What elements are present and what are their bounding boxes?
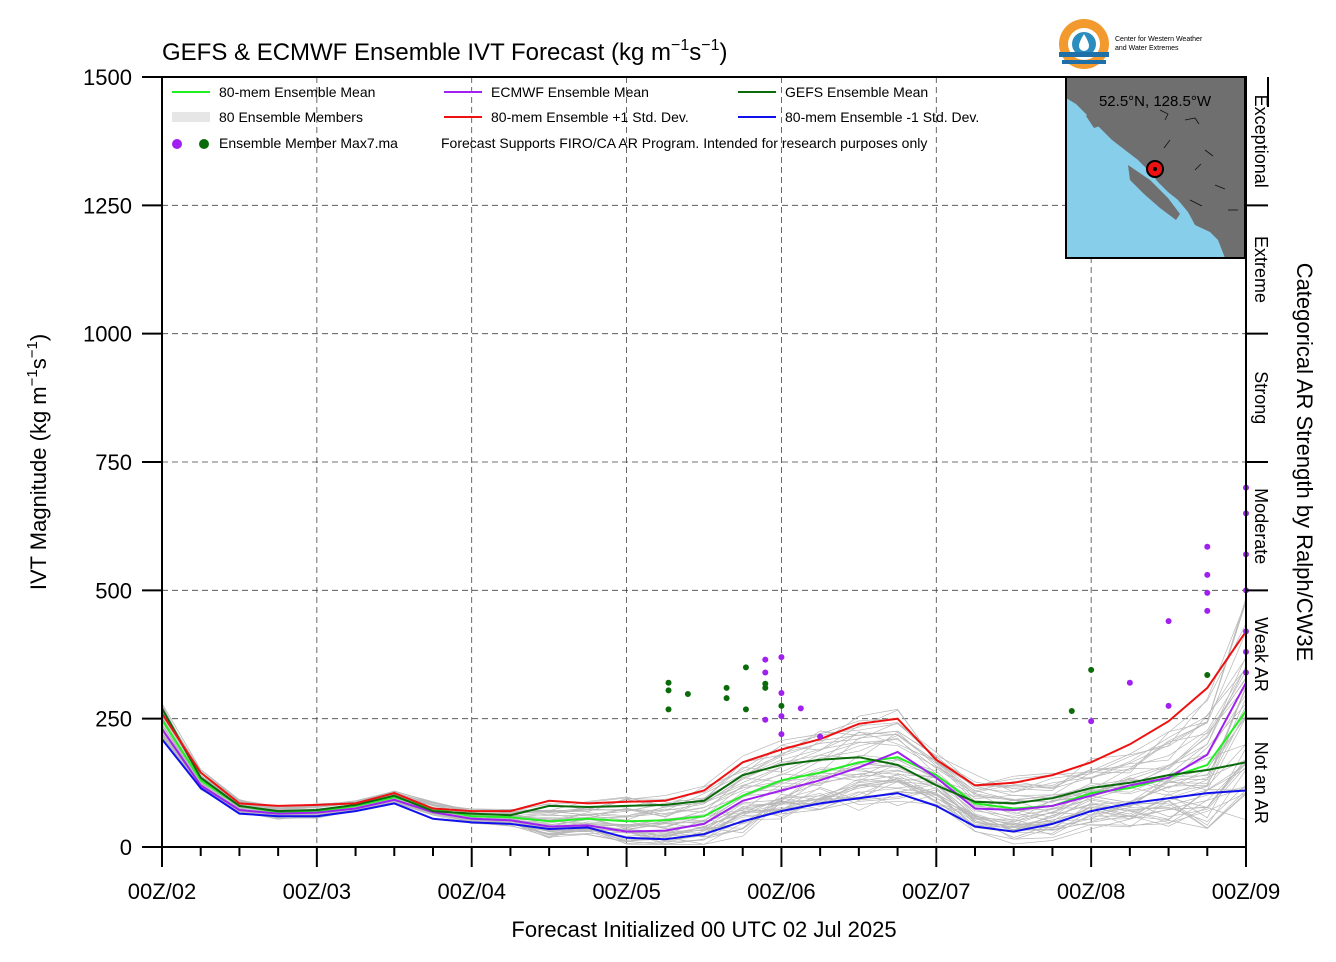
max-point bbox=[778, 654, 785, 661]
legend-label-plus-std: 80-mem Ensemble +1 Std. Dev. bbox=[491, 109, 689, 125]
max-point bbox=[778, 690, 785, 696]
max-point bbox=[762, 684, 769, 691]
max-point bbox=[684, 691, 691, 698]
legend-label-80mem-mean: 80-mem Ensemble Mean bbox=[219, 84, 375, 100]
max-points bbox=[665, 484, 1249, 740]
max-point bbox=[762, 656, 769, 663]
max-point bbox=[665, 679, 672, 686]
max-point bbox=[723, 684, 730, 691]
max-point bbox=[1204, 571, 1211, 578]
max-point bbox=[723, 695, 730, 702]
legend-label-minus-std: 80-mem Ensemble -1 Std. Dev. bbox=[785, 109, 979, 125]
max-point bbox=[1165, 702, 1172, 709]
y-axis: 0 250 500 750 1000 1250 1500 bbox=[83, 65, 162, 860]
legend-label-max-dots: Ensemble Member Max7.ma bbox=[219, 135, 398, 151]
ensemble-member-line bbox=[161, 632, 1247, 817]
max-point bbox=[797, 705, 804, 712]
x-tick-label: 00Z/04 bbox=[437, 879, 506, 904]
forecast-note: Forecast Supports FIRO/CA AR Program. In… bbox=[441, 135, 927, 151]
max-point bbox=[1068, 707, 1075, 714]
x-tick-label: 00Z/08 bbox=[1057, 879, 1126, 904]
y-tick-label: 1250 bbox=[83, 193, 132, 218]
ensemble-member-line bbox=[161, 602, 1247, 813]
category-label: Exceptional bbox=[1251, 95, 1271, 188]
series-line-80-mem-ensemble-1-std-dev- bbox=[161, 630, 1247, 813]
max-point bbox=[817, 733, 824, 740]
max-point bbox=[665, 706, 672, 713]
max-point bbox=[1204, 543, 1211, 550]
max-point bbox=[1088, 666, 1095, 673]
ensemble-member-line bbox=[161, 657, 1247, 813]
category-label: Extreme bbox=[1251, 236, 1271, 303]
series-line-ecmwf-ensemble-mean bbox=[161, 682, 1247, 833]
category-label: Strong bbox=[1251, 371, 1271, 424]
max-point bbox=[778, 731, 785, 738]
x-axis-label: Forecast Initialized 00 UTC 02 Jul 2025 bbox=[511, 917, 896, 942]
ensemble-member-line bbox=[161, 733, 1247, 842]
logo-text-line1: Center for Western Weather bbox=[1115, 36, 1203, 43]
max-point bbox=[1204, 589, 1211, 596]
right-axis-label: Categorical AR Strength by Ralph/CW3E bbox=[1292, 263, 1317, 662]
max-point bbox=[778, 702, 785, 709]
y-tick-label: 500 bbox=[95, 578, 132, 603]
y-tick-label: 1000 bbox=[83, 322, 132, 347]
category-label: Weak AR bbox=[1251, 617, 1271, 692]
inset-map: 52.5°N, 128.5°W bbox=[1065, 76, 1246, 259]
ensemble-member-line bbox=[161, 601, 1247, 811]
inset-location-label: 52.5°N, 128.5°W bbox=[1099, 93, 1212, 110]
ensemble-member-line bbox=[161, 623, 1247, 814]
max-point bbox=[1088, 718, 1095, 725]
y-tick-label: 250 bbox=[95, 707, 132, 732]
y-tick-label: 0 bbox=[120, 835, 132, 860]
category-label: Not an AR bbox=[1251, 742, 1271, 824]
legend-label-gefs-mean: GEFS Ensemble Mean bbox=[785, 84, 928, 100]
ensemble-member-line bbox=[161, 597, 1247, 811]
ensemble-member-line bbox=[161, 727, 1247, 840]
max-point bbox=[742, 706, 749, 713]
max-point bbox=[742, 664, 749, 671]
max-point bbox=[1126, 679, 1133, 686]
series-lines bbox=[161, 630, 1247, 841]
legend-label-members: 80 Ensemble Members bbox=[219, 109, 363, 125]
x-tick-label: 00Z/06 bbox=[747, 879, 816, 904]
logo-text-line2: and Water Extremes bbox=[1115, 45, 1179, 52]
chart-title: GEFS & ECMWF Ensemble IVT Forecast (kg m… bbox=[162, 37, 728, 66]
x-tick-label: 00Z/03 bbox=[283, 879, 352, 904]
category-label: Moderate bbox=[1251, 488, 1271, 564]
y-axis-label: IVT Magnitude (kg m−1s−1) bbox=[24, 334, 51, 590]
max-point bbox=[1165, 618, 1172, 625]
x-tick-label: 00Z/09 bbox=[1212, 879, 1281, 904]
max-point bbox=[778, 713, 785, 720]
ensemble-member-line bbox=[161, 727, 1247, 844]
y-tick-label: 750 bbox=[95, 450, 132, 475]
series-line-80-mem-ensemble-1-std-dev- bbox=[161, 738, 1247, 841]
x-tick-label: 00Z/07 bbox=[902, 879, 971, 904]
max-point bbox=[1204, 607, 1211, 614]
series-line-gefs-ensemble-mean bbox=[161, 707, 1247, 817]
legend-label-ecmwf-mean: ECMWF Ensemble Mean bbox=[491, 84, 649, 100]
max-point bbox=[1204, 672, 1211, 679]
y-tick-label: 1500 bbox=[83, 65, 132, 90]
ensemble-members bbox=[161, 597, 1247, 845]
max-point bbox=[762, 716, 769, 723]
x-tick-label: 00Z/05 bbox=[592, 879, 661, 904]
ar-category-axis: Not an AR Weak AR Moderate Strong Extreme Exc… bbox=[1245, 77, 1271, 847]
max-point bbox=[665, 687, 672, 694]
max-point bbox=[762, 669, 769, 676]
legend: 80-mem Ensemble Mean ECMWF Ensemble Mean… bbox=[172, 84, 979, 151]
max-point bbox=[762, 680, 769, 687]
x-tick-label: 00Z/02 bbox=[128, 879, 197, 904]
x-axis: 00Z/02 00Z/03 00Z/04 00Z/05 00Z/06 00Z/07 00Z/… bbox=[128, 847, 1281, 904]
cw3e-logo: Center for Western Weather and Water Ext… bbox=[1059, 19, 1203, 69]
